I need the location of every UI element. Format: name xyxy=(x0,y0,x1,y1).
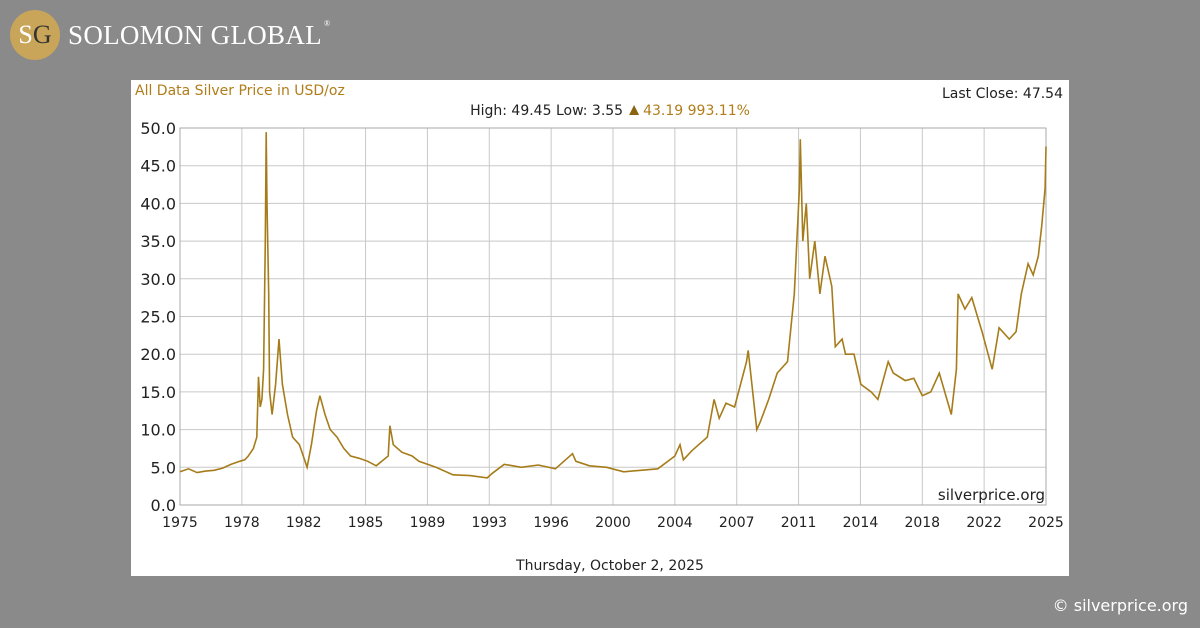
x-tick-label: 2018 xyxy=(904,515,940,531)
x-tick-label: 2025 xyxy=(1028,515,1064,531)
x-tick-label: 1989 xyxy=(410,515,446,531)
chart-card: All Data Silver Price in USD/oz Last Clo… xyxy=(131,80,1069,576)
y-tick-label: 35.0 xyxy=(140,232,176,251)
brand-name: SOLOMON GLOBAL ® xyxy=(68,18,331,51)
change-value: 43.19 993.11% xyxy=(643,103,750,119)
silver-price-chart: All Data Silver Price in USD/oz Last Clo… xyxy=(135,83,1064,574)
x-tick-label: 1978 xyxy=(224,515,260,531)
x-tick-label: 2011 xyxy=(781,515,817,531)
x-tick-label: 1993 xyxy=(471,515,507,531)
watermark: silverprice.org xyxy=(938,486,1045,504)
y-tick-label: 5.0 xyxy=(151,458,176,477)
x-tick-label: 2014 xyxy=(843,515,879,531)
x-axis-label: Thursday, October 2, 2025 xyxy=(515,558,704,574)
y-tick-label: 25.0 xyxy=(140,308,176,327)
y-tick-label: 50.0 xyxy=(140,119,176,138)
price-line xyxy=(179,132,1047,479)
x-tick-label: 2022 xyxy=(966,515,1002,531)
x-tick-label: 2000 xyxy=(595,515,631,531)
y-tick-label: 30.0 xyxy=(140,270,176,289)
x-tick-label: 2007 xyxy=(719,515,755,531)
y-tick-label: 20.0 xyxy=(140,345,176,364)
y-tick-label: 0.0 xyxy=(151,496,176,515)
y-tick-label: 15.0 xyxy=(140,383,176,402)
triangle-up-icon xyxy=(629,105,640,115)
monogram-g: G xyxy=(32,20,52,49)
registered-mark: ® xyxy=(323,18,331,28)
brand-name-text: SOLOMON GLOBAL xyxy=(68,19,322,50)
y-tick-label: 10.0 xyxy=(140,421,176,440)
monogram-s: S xyxy=(18,20,33,49)
x-tick-label: 1985 xyxy=(348,515,384,531)
plot-border xyxy=(179,127,1047,506)
x-tick-label: 1982 xyxy=(286,515,322,531)
chart-title: All Data Silver Price in USD/oz xyxy=(135,83,345,99)
last-close: Last Close: 47.54 xyxy=(942,86,1063,102)
copyright-credit: © silverprice.org xyxy=(1052,596,1188,615)
high-low-stats: High: 49.45 Low: 3.55 xyxy=(470,103,623,119)
x-tick-label: 2004 xyxy=(657,515,693,531)
y-tick-label: 45.0 xyxy=(140,157,176,176)
x-tick-label: 1975 xyxy=(162,515,198,531)
y-tick-label: 40.0 xyxy=(140,194,176,213)
x-tick-label: 1996 xyxy=(533,515,569,531)
